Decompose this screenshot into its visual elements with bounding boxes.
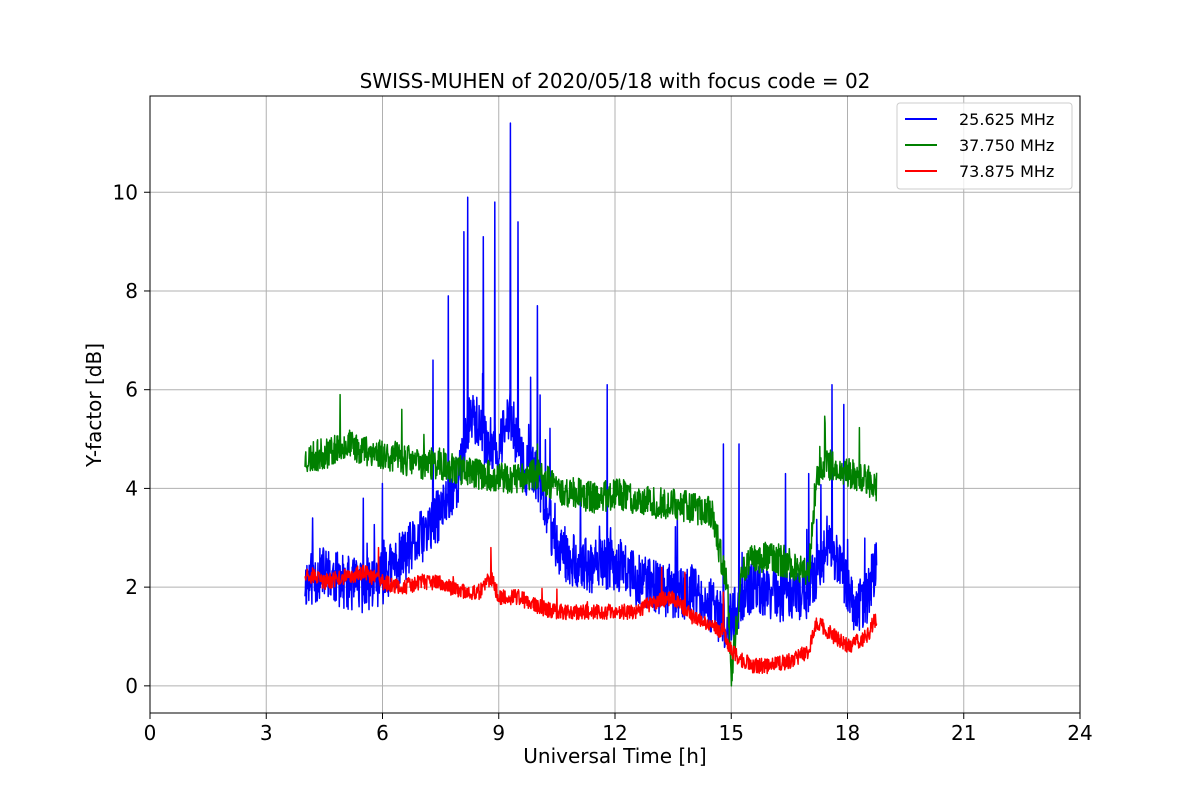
x-tick-label: 15 — [719, 721, 744, 745]
x-tick-label: 3 — [260, 721, 273, 745]
legend-label-1: 37.750 MHz — [959, 136, 1054, 155]
chart-title: SWISS-MUHEN of 2020/05/18 with focus cod… — [360, 69, 871, 93]
series-line-2 — [304, 546, 878, 675]
y-axis-label: Y-factor [dB] — [82, 343, 106, 468]
x-tick-label: 21 — [951, 721, 976, 745]
y-tick-label: 6 — [125, 378, 138, 402]
x-axis: 0 3 6 9 12 15 18 21 24 — [144, 713, 1093, 745]
legend-label-2: 73.875 MHz — [959, 162, 1054, 181]
legend: 25.625 MHz 37.750 MHz 73.875 MHz — [896, 102, 1073, 190]
x-tick-label: 18 — [835, 721, 860, 745]
y-tick-label: 0 — [125, 674, 138, 698]
y-tick-label: 8 — [125, 279, 138, 303]
series-line-0 — [304, 122, 878, 649]
x-tick-label: 24 — [1067, 721, 1092, 745]
series-line-1 — [304, 393, 878, 687]
y-axis: 0 2 4 6 8 10 — [113, 180, 150, 698]
y-tick-label: 4 — [125, 476, 138, 500]
y-tick-label: 10 — [113, 180, 138, 204]
plot-area — [304, 122, 878, 687]
x-tick-label: 12 — [602, 721, 627, 745]
y-tick-label: 2 — [125, 575, 138, 599]
legend-label-0: 25.625 MHz — [959, 110, 1054, 129]
x-tick-label: 9 — [492, 721, 505, 745]
x-axis-label: Universal Time [h] — [523, 744, 706, 768]
legend-box — [896, 102, 1073, 190]
x-tick-label: 6 — [376, 721, 389, 745]
x-tick-label: 0 — [144, 721, 157, 745]
